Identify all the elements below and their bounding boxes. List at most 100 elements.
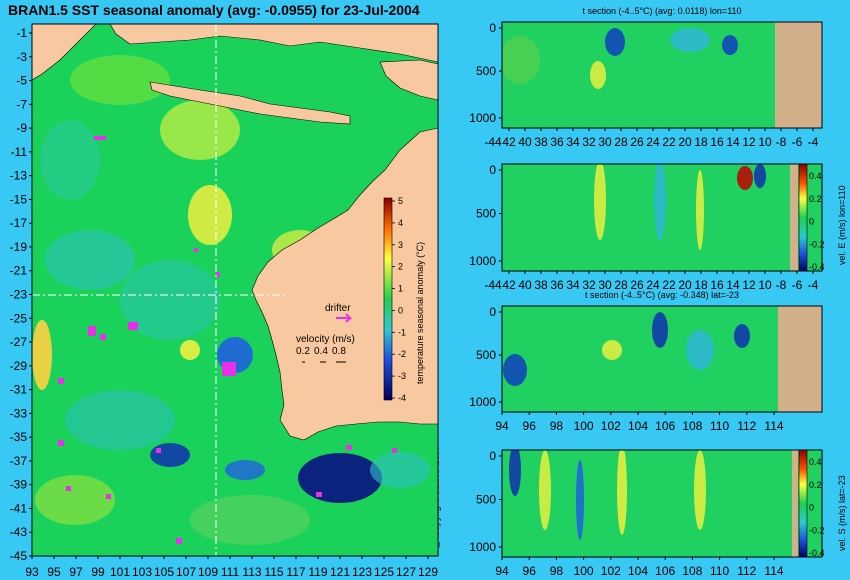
section-x-tick-label: 34 [566,278,580,292]
section-x-tick-label: 100 [574,419,594,433]
section-x-tick-label: 108 [682,419,702,433]
section-title: t section (-4..5°C) (avg: 0.0118) lon=11… [582,6,741,16]
lat-tick-label: -1 [16,26,27,40]
lat-tick-label: -31 [10,383,28,397]
section-field-patches [503,312,750,386]
map-frame [31,23,439,557]
section-x-tick-label: 94 [495,564,509,578]
section-land-mask [790,164,798,271]
lat-tick-label: -15 [10,192,28,206]
section-x-tick-label: -6 [792,135,803,149]
section-x-tick-label: 36 [550,135,564,149]
section-colorbar-tick-label: 0 [809,217,814,227]
section-x-tick-label: 112 [737,564,756,578]
lat-tick-label: -39 [10,478,28,492]
section-panel-1: t section (-4..5°C) (avg: 0.0118) lon=11… [469,6,823,149]
section-x-tick-label: 32 [582,278,596,292]
drifter-marker [66,486,71,491]
section-field-patches [594,164,766,250]
lat-tick-label: -33 [10,406,28,420]
drifter-marker [346,445,352,450]
depth-tick-label: 1000 [469,254,496,268]
lon-tick-label: 115 [264,565,283,579]
section-x-tick-label: 22 [662,135,676,149]
section-x-tick-label: 30 [598,278,612,292]
section-x-tick-label: 36 [550,278,564,292]
section-x-tick-label: 20 [678,278,692,292]
lat-tick-label: -21 [10,264,28,278]
section-x-tick-label: -6 [792,278,803,292]
section-plot-area [502,450,822,557]
section-x-tick-label: 100 [574,564,594,578]
drifter-marker [58,440,64,446]
depth-tick-label: 500 [476,64,496,78]
map-colorbar-tick-label: 2 [398,262,403,272]
section-x-tick-label: 42 [502,135,516,149]
drifter-marker [106,494,111,499]
section-x-tick-label: 26 [630,135,644,149]
section-x-tick-label: 40 [518,135,532,149]
section-x-tick-label: 102 [601,419,621,433]
section-x-tick-label: -4 [808,135,819,149]
section-x-tick-label: 114 [764,419,783,433]
section-x-tick-label: 14 [726,135,740,149]
section-x-tick-label: 14 [726,278,740,292]
section-x-tick-label: 10 [758,278,772,292]
section-panels: t section (-4..5°C) (avg: 0.0118) lon=11… [469,6,847,578]
lat-tick-label: -45 [10,549,28,563]
latitude-ticks: -1 -3 -5 -7 -9 -11 -13 -15 -17 -19 -21 -23 -25 -27 -29… [10,26,32,563]
lon-tick-label: 127 [396,565,416,579]
section-x-tick-label: 40 [518,278,532,292]
section-x-tick-label: -44 [484,135,502,149]
depth-tick-label: 0 [489,449,496,463]
section-colorbar-tick-label: -0.4 [809,262,825,272]
section-x-tick-label: 28 [614,135,628,149]
depth-tick-label: 500 [476,207,496,221]
map-colorbar-tick-label: -3 [398,371,406,381]
lon-tick-label: 101 [110,565,130,579]
drifter-marker [156,448,161,453]
section-x-tick-label: 42 [502,278,516,292]
section-land-mask [778,306,822,412]
section-field-patches [502,28,738,89]
map-colorbar-tick-label: 4 [398,218,403,228]
section-x-tick-label: 16 [710,135,724,149]
section-frame [501,305,823,413]
section-x-tick-label: 104 [628,419,648,433]
section-colorbar-label: vel. E (m/s) lon=110 [837,185,847,265]
velocity-scale-2: 0.4 [314,346,328,357]
lat-tick-label: -7 [16,97,27,111]
section-x-tick-label: 34 [566,135,580,149]
lat-tick-label: -9 [16,121,27,135]
lat-tick-label: -11 [11,145,28,159]
map-colorbar-tick-label: -1 [398,327,406,337]
borneo-land [109,24,438,63]
lon-tick-label: 117 [286,565,305,579]
velocity-scale-1: 0.2 [296,346,310,357]
section-colorbar-label: vel. S (m/s) lat=-23 [837,475,847,551]
drifter-marker [94,136,106,140]
lat-tick-label: -41 [10,501,28,515]
section-x-tick-label: 110 [710,564,729,578]
section-x-tick-label: 22 [662,278,676,292]
section-x-tick-label: 18 [694,278,708,292]
lat-tick-label: -43 [10,525,28,539]
map-colorbar-tick-label: 5 [398,196,403,206]
section-colorbar [798,449,808,558]
section-x-tick-label: 102 [601,564,621,578]
lat-tick-label: -5 [16,74,27,88]
lat-tick-label: -3 [16,50,27,64]
section-x-tick-label: 24 [646,278,660,292]
drifter-marker [58,378,64,384]
velocity-legend-label: velocity (m/s) [296,334,355,345]
lon-tick-label: 119 [308,565,327,579]
drifter-legend-arrow [336,313,353,323]
page-title: BRAN1.5 SST seasonal anomaly (avg: -0.09… [8,2,420,18]
section-x-tick-label: 110 [710,419,729,433]
depth-tick-label: 0 [489,163,496,177]
lon-tick-label: 93 [25,565,39,579]
section-plot-area [502,22,822,128]
section-x-tick-label: 96 [523,564,537,578]
section-x-tick-label: 96 [523,419,537,433]
section-x-tick-label: 12 [742,135,756,149]
